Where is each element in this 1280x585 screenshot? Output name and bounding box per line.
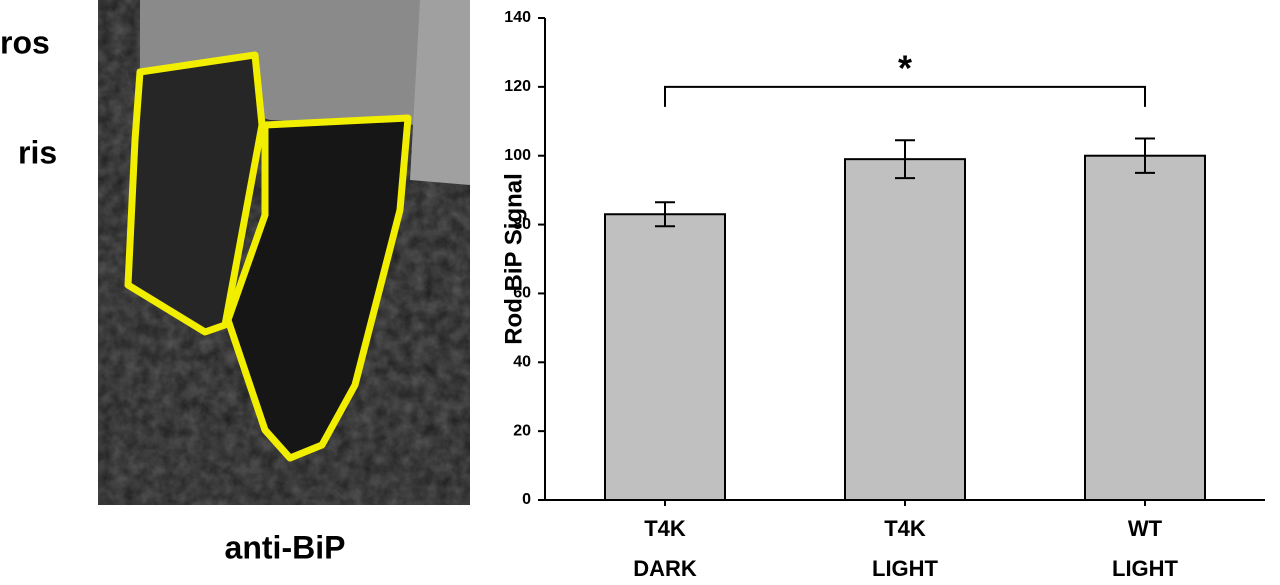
region-label: ris — [18, 134, 57, 170]
x-tick-label: T4K — [644, 516, 686, 541]
cell-interior — [128, 55, 262, 332]
y-axis-title: Rod BiP Signal — [500, 173, 527, 345]
y-tick-label: 60 — [513, 285, 531, 302]
error-bar — [895, 139, 915, 180]
y-tick-label: 40 — [513, 354, 531, 371]
cell-outline — [224, 114, 412, 462]
bar — [844, 158, 966, 502]
region-label: ros — [0, 24, 50, 60]
y-tick-label: 140 — [504, 9, 531, 26]
x-tick-label: LIGHT — [872, 556, 939, 581]
image-caption: anti-BiP — [225, 529, 346, 565]
bar — [1084, 154, 1206, 501]
x-tick-label: DARK — [633, 556, 697, 581]
y-tick-label: 100 — [504, 147, 531, 164]
y-tick-label: 0 — [522, 491, 531, 508]
bar — [604, 213, 726, 501]
cell-outline — [124, 51, 266, 336]
error-bar — [655, 201, 675, 228]
significance-label: * — [898, 47, 912, 88]
y-tick-label: 120 — [504, 78, 531, 95]
x-tick-label: LIGHT — [1112, 556, 1179, 581]
cell-interior — [228, 118, 408, 458]
y-tick-label: 80 — [513, 216, 531, 233]
error-bar — [1135, 137, 1155, 174]
x-tick-label: WT — [1128, 516, 1163, 541]
y-tick-label: 20 — [513, 422, 531, 439]
micrograph — [98, 0, 470, 505]
significance-bracket — [664, 85, 1146, 107]
outer-segment-region — [410, 0, 470, 185]
x-tick-label: T4K — [884, 516, 926, 541]
